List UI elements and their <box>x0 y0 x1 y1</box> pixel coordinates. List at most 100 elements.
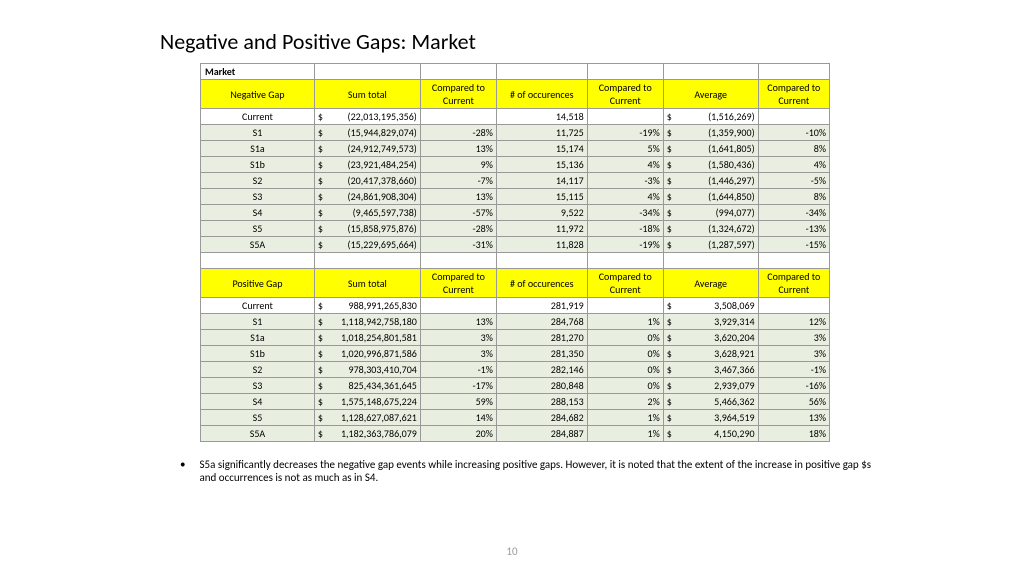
cell-occ: 281,270 <box>496 330 587 346</box>
table-row: S1b$(23,921,484,254)9%15,1364%$(1,580,43… <box>201 157 830 173</box>
row-label: S1a <box>201 330 315 346</box>
col-name: Negative Gap <box>201 80 315 109</box>
table-row: S2$978,303,410,704-1%282,1460%$3,467,366… <box>201 362 830 378</box>
cell-cmp3: 3% <box>758 330 829 346</box>
col-sum: Sum total <box>314 80 420 109</box>
cell-cmp3: 12% <box>758 314 829 330</box>
cell-cmp1 <box>420 298 496 314</box>
cell-cmp3: 8% <box>758 141 829 157</box>
cell-occ: 11,972 <box>496 221 587 237</box>
cell-avg: $3,964,519 <box>663 410 758 426</box>
cell-cmp3: -16% <box>758 378 829 394</box>
cell-avg: $3,929,314 <box>663 314 758 330</box>
gap-table: MarketNegative GapSum totalCompared toCu… <box>200 63 830 442</box>
cell-cmp2: 0% <box>587 330 663 346</box>
cell-avg: $2,939,079 <box>663 378 758 394</box>
cell-sum: $1,118,942,758,180 <box>314 314 420 330</box>
cell-cmp3 <box>758 109 829 125</box>
row-label: S1a <box>201 141 315 157</box>
table-row: S5A$(15,229,695,664)-31%11,828-19%$(1,28… <box>201 237 830 253</box>
cell-avg: $3,508,069 <box>663 298 758 314</box>
row-label: Current <box>201 109 315 125</box>
row-label: S5A <box>201 237 315 253</box>
table-row: S5$(15,858,975,876)-28%11,972-18%$(1,324… <box>201 221 830 237</box>
cell-cmp2: 2% <box>587 394 663 410</box>
table-row: S1$1,118,942,758,18013%284,7681%$3,929,3… <box>201 314 830 330</box>
table-row: S5A$1,182,363,786,07920%284,8871%$4,150,… <box>201 426 830 442</box>
cell-avg: $(1,446,297) <box>663 173 758 189</box>
cell-sum: $988,991,265,830 <box>314 298 420 314</box>
cell-cmp2: -34% <box>587 205 663 221</box>
cell-cmp3: 3% <box>758 346 829 362</box>
cell-sum: $1,020,996,871,586 <box>314 346 420 362</box>
col-occ: # of occurences <box>496 80 587 109</box>
cell-occ: 282,146 <box>496 362 587 378</box>
cell-cmp1: 9% <box>420 157 496 173</box>
cell-cmp2: -19% <box>587 237 663 253</box>
table-row: S5$1,128,627,087,62114%284,6821%$3,964,5… <box>201 410 830 426</box>
market-label: Market <box>201 64 315 80</box>
col-name: Positive Gap <box>201 269 315 298</box>
row-label: S5 <box>201 410 315 426</box>
cell-avg: $(1,641,805) <box>663 141 758 157</box>
cell-cmp1: -1% <box>420 362 496 378</box>
cell-avg: $3,467,366 <box>663 362 758 378</box>
cell-avg: $5,466,362 <box>663 394 758 410</box>
cell-avg: $3,620,204 <box>663 330 758 346</box>
table-row: S1$(15,944,829,074)-28%11,725-19%$(1,359… <box>201 125 830 141</box>
row-label: S3 <box>201 378 315 394</box>
cell-cmp2 <box>587 298 663 314</box>
cell-avg: $(994,077) <box>663 205 758 221</box>
col-occ: # of occurences <box>496 269 587 298</box>
cell-sum: $1,018,254,801,581 <box>314 330 420 346</box>
row-label: S3 <box>201 189 315 205</box>
row-label: S2 <box>201 362 315 378</box>
cell-cmp1: -28% <box>420 125 496 141</box>
cell-cmp3 <box>758 298 829 314</box>
col-cmp3: Compared toCurrent <box>758 269 829 298</box>
cell-occ: 284,768 <box>496 314 587 330</box>
cell-cmp2 <box>587 109 663 125</box>
cell-sum: $(15,858,975,876) <box>314 221 420 237</box>
cell-occ: 288,153 <box>496 394 587 410</box>
footnote-text: S5a significantly decreases the negative… <box>199 458 880 484</box>
row-label: S1 <box>201 314 315 330</box>
cell-cmp1: 14% <box>420 410 496 426</box>
cell-occ: 14,518 <box>496 109 587 125</box>
cell-cmp2: -19% <box>587 125 663 141</box>
col-cmp3: Compared toCurrent <box>758 80 829 109</box>
cell-sum: $(24,912,749,573) <box>314 141 420 157</box>
col-sum: Sum total <box>314 269 420 298</box>
cell-cmp1: 3% <box>420 346 496 362</box>
cell-cmp1: 13% <box>420 314 496 330</box>
cell-cmp1: 3% <box>420 330 496 346</box>
row-label: S1b <box>201 346 315 362</box>
cell-cmp1: 59% <box>420 394 496 410</box>
cell-sum: $1,575,148,675,224 <box>314 394 420 410</box>
row-label: S2 <box>201 173 315 189</box>
cell-occ: 284,682 <box>496 410 587 426</box>
row-label: S1b <box>201 157 315 173</box>
col-cmp2: Compared toCurrent <box>587 269 663 298</box>
cell-cmp1: 13% <box>420 141 496 157</box>
cell-cmp2: 1% <box>587 314 663 330</box>
cell-cmp3: 56% <box>758 394 829 410</box>
cell-avg: $4,150,290 <box>663 426 758 442</box>
row-label: S5A <box>201 426 315 442</box>
bullet: • <box>180 458 185 484</box>
col-avg: Average <box>663 80 758 109</box>
table-row: S1a$1,018,254,801,5813%281,2700%$3,620,2… <box>201 330 830 346</box>
cell-sum: $(15,229,695,664) <box>314 237 420 253</box>
cell-sum: $1,128,627,087,621 <box>314 410 420 426</box>
table-row: S4$(9,465,597,738)-57%9,522-34%$(994,077… <box>201 205 830 221</box>
cell-sum: $(23,921,484,254) <box>314 157 420 173</box>
cell-cmp1: -28% <box>420 221 496 237</box>
cell-cmp1: -31% <box>420 237 496 253</box>
cell-occ: 9,522 <box>496 205 587 221</box>
table-row: S2$(20,417,378,660)-7%14,117-3%$(1,446,2… <box>201 173 830 189</box>
cell-sum: $1,182,363,786,079 <box>314 426 420 442</box>
cell-cmp1 <box>420 109 496 125</box>
cell-cmp3: -15% <box>758 237 829 253</box>
table-row: Current$(22,013,195,356)14,518$(1,516,26… <box>201 109 830 125</box>
cell-cmp2: 4% <box>587 189 663 205</box>
